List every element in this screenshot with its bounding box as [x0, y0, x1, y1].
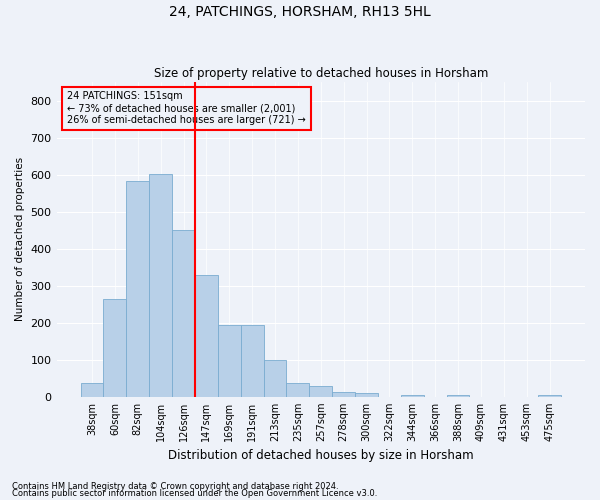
Bar — [310, 386, 332, 397]
Bar — [538, 395, 561, 397]
Bar — [103, 298, 127, 397]
Y-axis label: Number of detached properties: Number of detached properties — [15, 158, 25, 322]
Title: Size of property relative to detached houses in Horsham: Size of property relative to detached ho… — [154, 66, 488, 80]
Bar — [149, 174, 172, 397]
Bar — [446, 395, 469, 397]
Bar — [80, 383, 103, 397]
Bar — [241, 324, 263, 397]
Text: Contains HM Land Registry data © Crown copyright and database right 2024.: Contains HM Land Registry data © Crown c… — [12, 482, 338, 491]
Text: 24 PATCHINGS: 151sqm
← 73% of detached houses are smaller (2,001)
26% of semi-de: 24 PATCHINGS: 151sqm ← 73% of detached h… — [67, 92, 306, 124]
Bar — [355, 393, 378, 397]
X-axis label: Distribution of detached houses by size in Horsham: Distribution of detached houses by size … — [168, 450, 473, 462]
Bar — [286, 383, 310, 397]
Bar — [172, 230, 195, 397]
Bar — [218, 324, 241, 397]
Text: Contains public sector information licensed under the Open Government Licence v3: Contains public sector information licen… — [12, 490, 377, 498]
Bar — [401, 395, 424, 397]
Bar — [127, 181, 149, 397]
Bar — [195, 276, 218, 397]
Text: 24, PATCHINGS, HORSHAM, RH13 5HL: 24, PATCHINGS, HORSHAM, RH13 5HL — [169, 5, 431, 19]
Bar — [263, 360, 286, 397]
Bar — [332, 392, 355, 397]
